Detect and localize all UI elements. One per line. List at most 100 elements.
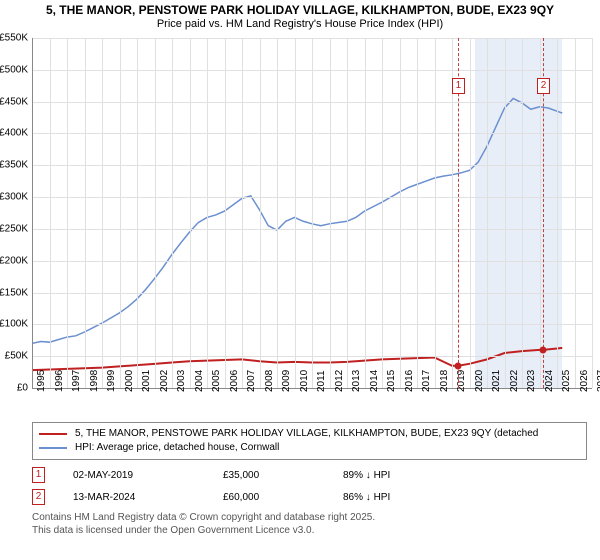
gridline-v bbox=[435, 38, 436, 388]
gridline-v bbox=[67, 38, 68, 388]
x-axis-label: 2001 bbox=[141, 370, 152, 392]
x-axis-label: 2010 bbox=[299, 370, 310, 392]
x-axis-label: 2015 bbox=[386, 370, 397, 392]
legend-label: HPI: Average price, detached house, Corn… bbox=[75, 441, 279, 455]
x-axis-label: 2022 bbox=[509, 370, 520, 392]
x-axis-label: 2006 bbox=[229, 370, 240, 392]
legend-swatch bbox=[39, 433, 67, 435]
gridline-v bbox=[330, 38, 331, 388]
sales-row-price: £35,000 bbox=[223, 470, 343, 481]
gridline-v bbox=[242, 38, 243, 388]
legend-swatch bbox=[39, 447, 67, 449]
sales-table: 1 02-MAY-2019£35,00089% ↓ HPI 2 13-MAR-2024… bbox=[32, 464, 493, 508]
y-axis-label: £500K bbox=[0, 64, 28, 75]
x-axis-label: 2004 bbox=[194, 370, 205, 392]
x-axis-label: 1999 bbox=[106, 370, 117, 392]
gridline-v bbox=[347, 38, 348, 388]
y-axis-label: £550K bbox=[0, 33, 28, 44]
x-axis-label: 2025 bbox=[561, 370, 572, 392]
sales-row-diff: 89% ↓ HPI bbox=[343, 470, 493, 481]
x-axis-label: 1996 bbox=[54, 370, 65, 392]
gridline-v bbox=[50, 38, 51, 388]
chart-subtitle: Price paid vs. HM Land Registry's House … bbox=[0, 18, 600, 32]
legend-label: 5, THE MANOR, PENSTOWE PARK HOLIDAY VILL… bbox=[75, 427, 538, 441]
sales-row-date: 02-MAY-2019 bbox=[73, 470, 223, 481]
gridline-v bbox=[207, 38, 208, 388]
x-axis-label: 2008 bbox=[264, 370, 275, 392]
x-axis-label: 2002 bbox=[159, 370, 170, 392]
y-axis-label: £250K bbox=[0, 223, 28, 234]
gridline-v bbox=[190, 38, 191, 388]
series-line bbox=[32, 348, 562, 370]
x-axis-label: 2007 bbox=[246, 370, 257, 392]
footer-line-2: This data is licensed under the Open Gov… bbox=[32, 525, 375, 538]
x-axis-label: 2018 bbox=[439, 370, 450, 392]
gridline-v bbox=[295, 38, 296, 388]
y-axis-label: £400K bbox=[0, 128, 28, 139]
x-axis-label: 2011 bbox=[316, 370, 327, 392]
footer-line-1: Contains HM Land Registry data © Crown c… bbox=[32, 512, 375, 525]
sale-marker-badge: 1 bbox=[452, 78, 465, 94]
sales-row: 2 13-MAR-2024£60,00086% ↓ HPI bbox=[32, 486, 493, 508]
x-axis-label: 2013 bbox=[351, 370, 362, 392]
y-axis-label: £0 bbox=[17, 383, 28, 394]
x-axis-label: 2005 bbox=[211, 370, 222, 392]
x-axis-label: 1998 bbox=[89, 370, 100, 392]
sales-row-date: 13-MAR-2024 bbox=[73, 492, 223, 503]
gridline-v bbox=[557, 38, 558, 388]
series-line bbox=[32, 98, 562, 343]
y-axis-label: £100K bbox=[0, 319, 28, 330]
legend-item: 5, THE MANOR, PENSTOWE PARK HOLIDAY VILL… bbox=[39, 427, 580, 441]
gridline-v bbox=[382, 38, 383, 388]
x-axis-label: 2027 bbox=[596, 370, 600, 392]
gridline-v bbox=[487, 38, 488, 388]
gridline-v bbox=[137, 38, 138, 388]
x-axis-label: 2014 bbox=[369, 370, 380, 392]
y-axis-label: £450K bbox=[0, 96, 28, 107]
gridline-v bbox=[470, 38, 471, 388]
sale-marker-dot bbox=[454, 362, 461, 369]
legend-box: 5, THE MANOR, PENSTOWE PARK HOLIDAY VILL… bbox=[32, 422, 587, 460]
sales-row-badge: 2 bbox=[32, 489, 45, 505]
x-axis-label: 2017 bbox=[421, 370, 432, 392]
y-axis-label: £50K bbox=[5, 351, 28, 362]
gridline-v bbox=[592, 38, 593, 388]
gridline-v bbox=[312, 38, 313, 388]
gridline-v bbox=[522, 38, 523, 388]
footer-attribution: Contains HM Land Registry data © Crown c… bbox=[32, 512, 375, 537]
x-axis-label: 2016 bbox=[404, 370, 415, 392]
sales-row-diff: 86% ↓ HPI bbox=[343, 492, 493, 503]
x-axis-label: 1995 bbox=[36, 370, 47, 392]
gridline-v bbox=[85, 38, 86, 388]
y-axis-label: £350K bbox=[0, 160, 28, 171]
x-axis-label: 2023 bbox=[526, 370, 537, 392]
sale-marker-dot bbox=[540, 346, 547, 353]
gridline-v bbox=[120, 38, 121, 388]
gridline-v bbox=[277, 38, 278, 388]
x-axis-label: 2021 bbox=[491, 370, 502, 392]
gridline-v bbox=[400, 38, 401, 388]
x-axis-label: 2020 bbox=[474, 370, 485, 392]
gridline-v bbox=[365, 38, 366, 388]
x-axis-label: 2000 bbox=[124, 370, 135, 392]
gridline-v bbox=[225, 38, 226, 388]
x-axis-label: 2012 bbox=[334, 370, 345, 392]
chart-title: 5, THE MANOR, PENSTOWE PARK HOLIDAY VILL… bbox=[0, 0, 600, 18]
x-axis-label: 2026 bbox=[579, 370, 590, 392]
sales-row-badge: 1 bbox=[32, 467, 45, 483]
y-axis-label: £150K bbox=[0, 287, 28, 298]
sales-row-price: £60,000 bbox=[223, 492, 343, 503]
y-axis-label: £200K bbox=[0, 255, 28, 266]
gridline-v bbox=[102, 38, 103, 388]
chart-area: £0£50K£100K£150K£200K£250K£300K£350K£400… bbox=[32, 38, 592, 388]
y-axis-label: £300K bbox=[0, 192, 28, 203]
x-axis-label: 1997 bbox=[71, 370, 82, 392]
gridline-v bbox=[505, 38, 506, 388]
x-axis-label: 2009 bbox=[281, 370, 292, 392]
gridline-v bbox=[417, 38, 418, 388]
x-axis-label: 2024 bbox=[544, 370, 555, 392]
x-axis-label: 2003 bbox=[176, 370, 187, 392]
gridline-v bbox=[172, 38, 173, 388]
gridline-v bbox=[575, 38, 576, 388]
gridline-v bbox=[32, 38, 33, 388]
